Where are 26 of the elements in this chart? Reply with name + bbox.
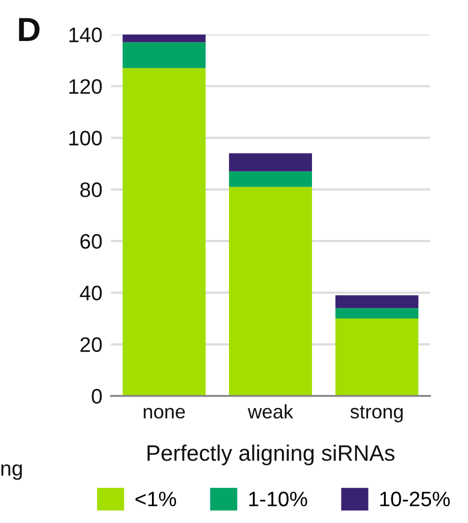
y-tick-label: 140 bbox=[69, 28, 102, 42]
x-tick-label: none bbox=[144, 408, 185, 419]
bar bbox=[335, 295, 418, 308]
y-tick-label: 80 bbox=[80, 182, 102, 198]
bar bbox=[229, 186, 312, 396]
bar bbox=[229, 171, 312, 187]
y-tick-label: 60 bbox=[80, 234, 102, 249]
bar bbox=[122, 68, 206, 396]
bar bbox=[122, 42, 206, 68]
bar bbox=[229, 153, 312, 172]
bar bbox=[335, 308, 418, 318]
legend-label: 10-25% bbox=[380, 492, 450, 506]
text: ng bbox=[1, 464, 22, 480]
y-tick-label: 100 bbox=[69, 130, 102, 146]
legend-label: <1% bbox=[136, 492, 176, 506]
y-tick-label: 20 bbox=[80, 337, 102, 352]
y-tick-label: 40 bbox=[80, 286, 102, 300]
x-tick-label: strong bbox=[350, 406, 403, 422]
y-tick-label: 0 bbox=[92, 388, 102, 404]
y-tick-label: 120 bbox=[69, 79, 102, 94]
bar bbox=[122, 34, 206, 42]
x-axis-title: Perfectly aligning siRNAs bbox=[148, 444, 394, 466]
bar bbox=[335, 318, 418, 396]
text: D bbox=[19, 18, 40, 42]
legend-label: 1-10% bbox=[249, 492, 308, 506]
x-tick-label: weak bbox=[248, 404, 294, 419]
